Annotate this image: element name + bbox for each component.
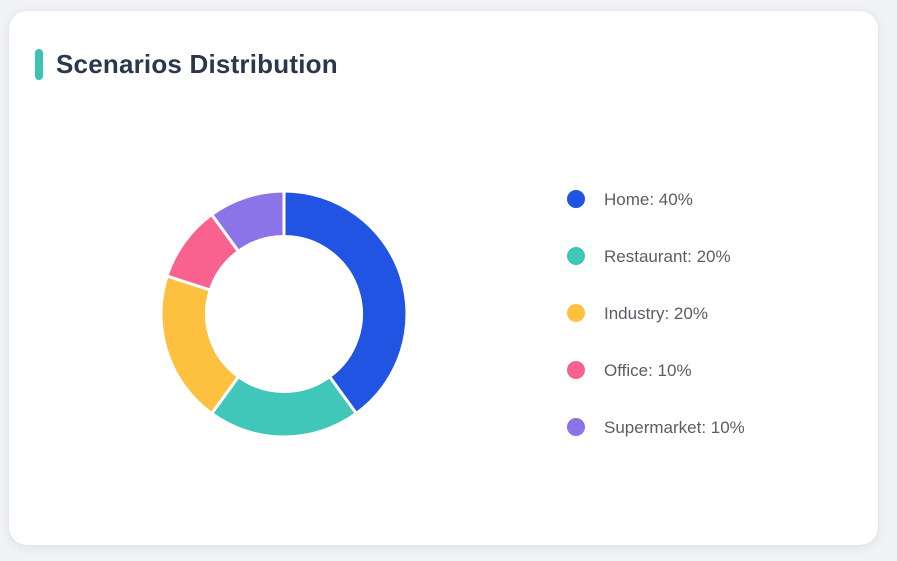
legend-dot-icon <box>567 190 585 208</box>
card-header: Scenarios Distribution <box>35 49 338 80</box>
legend-item-office[interactable]: Office: 10% <box>567 358 745 382</box>
legend-item-supermarket[interactable]: Supermarket: 10% <box>567 415 745 439</box>
legend-item-label: Restaurant: 20% <box>604 246 731 266</box>
legend-item-label: Home: 40% <box>604 189 693 209</box>
chart-legend: Home: 40% Restaurant: 20% Industry: 20% Off… <box>567 187 745 439</box>
legend-item-home[interactable]: Home: 40% <box>567 187 745 211</box>
donut-segment-industry[interactable] <box>159 274 240 416</box>
title-accent-bar <box>35 49 43 80</box>
donut-chart <box>159 189 409 439</box>
legend-item-label: Industry: 20% <box>604 303 708 323</box>
legend-dot-icon <box>567 247 585 265</box>
legend-item-restaurant[interactable]: Restaurant: 20% <box>567 244 745 268</box>
card-title: Scenarios Distribution <box>56 48 338 79</box>
legend-item-label: Office: 10% <box>604 360 692 380</box>
legend-item-industry[interactable]: Industry: 20% <box>567 301 745 325</box>
donut-segment-home[interactable] <box>282 189 409 416</box>
donut-segment-supermarket[interactable] <box>210 189 286 253</box>
legend-dot-icon <box>567 418 585 436</box>
legend-dot-icon <box>567 361 585 379</box>
legend-item-label: Supermarket: 10% <box>604 417 745 437</box>
legend-dot-icon <box>567 304 585 322</box>
scenarios-distribution-card: Scenarios Distribution Home: 40% Restaura… <box>9 11 878 545</box>
